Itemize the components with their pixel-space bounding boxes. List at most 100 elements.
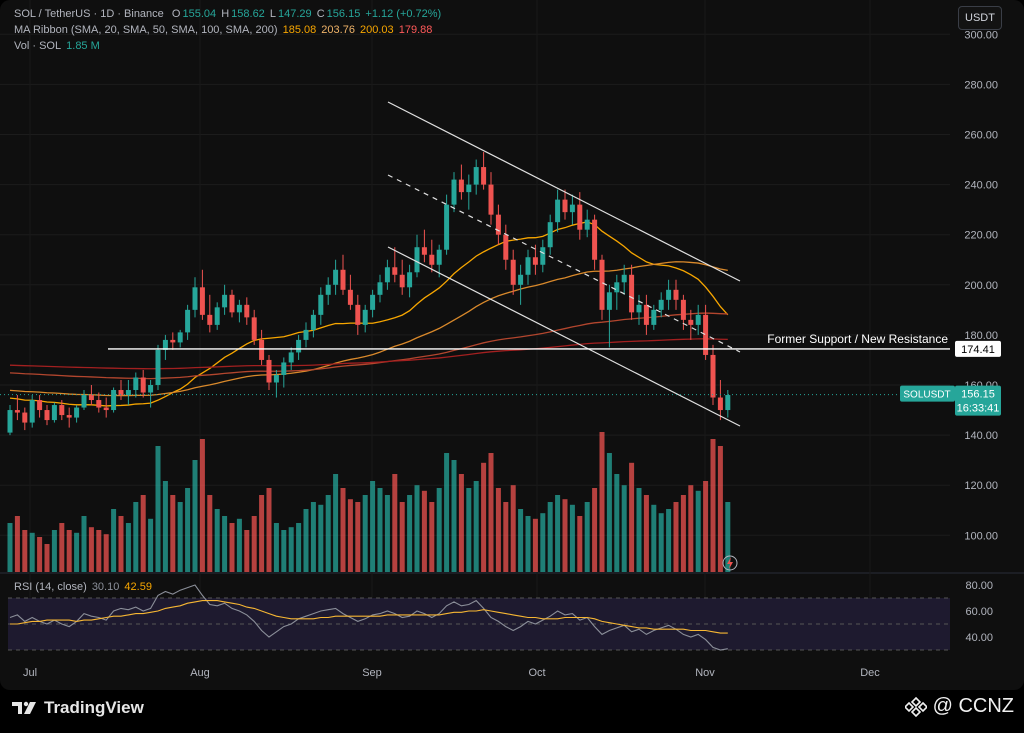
candle [236, 304, 242, 313]
volume-bar [481, 462, 487, 572]
candle [481, 167, 487, 185]
candle [340, 269, 346, 290]
ma200-value: 179.88 [398, 24, 433, 36]
tradingview-logo[interactable]: TradingView [12, 698, 144, 718]
candle [510, 259, 516, 285]
candle [155, 349, 161, 385]
candle [310, 314, 316, 330]
candle [266, 359, 272, 383]
candle [59, 405, 65, 416]
time-tick-label: Dec [860, 667, 880, 679]
candle [643, 304, 649, 325]
volume-bar [192, 460, 198, 572]
price-tick-label: 280.00 [964, 79, 998, 91]
rsi-line [9, 584, 728, 651]
candle [710, 354, 716, 398]
volume-bar [532, 518, 538, 572]
volume-bar [310, 502, 316, 572]
volume-bar [643, 495, 649, 572]
volume-bar [473, 481, 479, 572]
price-chart[interactable]: 300.00 280.00 260.00 240.00 220.00 200.00 180.… [0, 0, 1024, 690]
candle [281, 362, 287, 375]
candle [673, 289, 679, 300]
volume-bar [355, 502, 361, 572]
candle [199, 287, 205, 315]
volume-bar [584, 502, 590, 572]
candle [355, 304, 361, 325]
price-tag-text: 156.15 [961, 389, 995, 401]
volume-bar [140, 495, 146, 572]
candle [518, 274, 524, 285]
volume-bar [340, 488, 346, 572]
ma20-value: 185.08 [282, 24, 317, 36]
candle [148, 385, 154, 393]
volume-bar [562, 499, 568, 572]
volume-bar [407, 495, 413, 572]
rsi-ma-line [10, 600, 728, 634]
volume-bar [614, 474, 620, 572]
volume-bar [281, 530, 287, 572]
candle [229, 294, 235, 313]
volume-bar [547, 502, 553, 572]
candle [473, 167, 479, 185]
ma100-value: 200.03 [360, 24, 394, 36]
candle [51, 405, 57, 421]
rsi-ma-value: 42.59 [124, 581, 152, 593]
time-tick-label: Aug [190, 667, 210, 679]
volume-bar [318, 504, 324, 572]
volume-bar [199, 439, 205, 572]
price-tag [955, 385, 1001, 416]
candle [392, 267, 398, 275]
volume-bar [22, 530, 28, 572]
symbol-tag-text: SOLUSDT [903, 390, 950, 401]
volume-bar [488, 453, 494, 572]
candle [725, 395, 731, 411]
volume-bar [370, 481, 376, 572]
volume-bar [14, 516, 20, 572]
candle [7, 410, 13, 433]
volume-bar [222, 516, 228, 572]
candle [222, 294, 228, 308]
volume-bar [436, 488, 442, 572]
annotation-text: Former Support / New Resistance [767, 332, 948, 346]
volume-bar [214, 509, 220, 572]
candle [525, 257, 531, 275]
volume-bar [495, 488, 501, 572]
volume-bar [503, 502, 509, 572]
candle [569, 204, 575, 213]
candle [362, 309, 368, 325]
price-tick-label: 220.00 [964, 230, 998, 242]
symbol-name: SOL / TetherUS · 1D · Binance [14, 8, 164, 20]
volume-bar [629, 462, 635, 572]
candle [303, 329, 309, 340]
open-value: 155.04 [182, 8, 217, 20]
candle [429, 254, 435, 265]
volume-bar [37, 537, 43, 572]
ma50-value: 203.76 [321, 24, 355, 36]
vol-label: Vol · SOL [14, 40, 62, 52]
volume-bar [303, 509, 309, 572]
watermark: @ CCNZ [904, 695, 1014, 718]
candle [111, 390, 117, 411]
candle [503, 234, 509, 260]
candle [466, 184, 472, 193]
candle [555, 199, 561, 223]
currency-button[interactable]: USDT [958, 6, 1002, 30]
candle [621, 274, 627, 283]
candle [695, 314, 701, 325]
candle [214, 307, 220, 325]
volume-bar [125, 523, 131, 572]
candle [66, 415, 72, 418]
close-value: 156.15 [326, 8, 361, 20]
watermark-text: @ CCNZ [932, 695, 1014, 717]
rsi-legend: RSI (14, close) 30.10 42.59 [14, 581, 154, 593]
volume-bar [599, 432, 605, 572]
price-tick-label: 260.00 [964, 130, 998, 142]
ma100-line [9, 312, 728, 380]
candle [177, 332, 183, 343]
candle [88, 395, 94, 401]
volume-bar [421, 490, 427, 572]
price-tick-label: 200.00 [964, 280, 998, 292]
volume-bar [710, 439, 716, 572]
volume-bar [74, 532, 80, 572]
